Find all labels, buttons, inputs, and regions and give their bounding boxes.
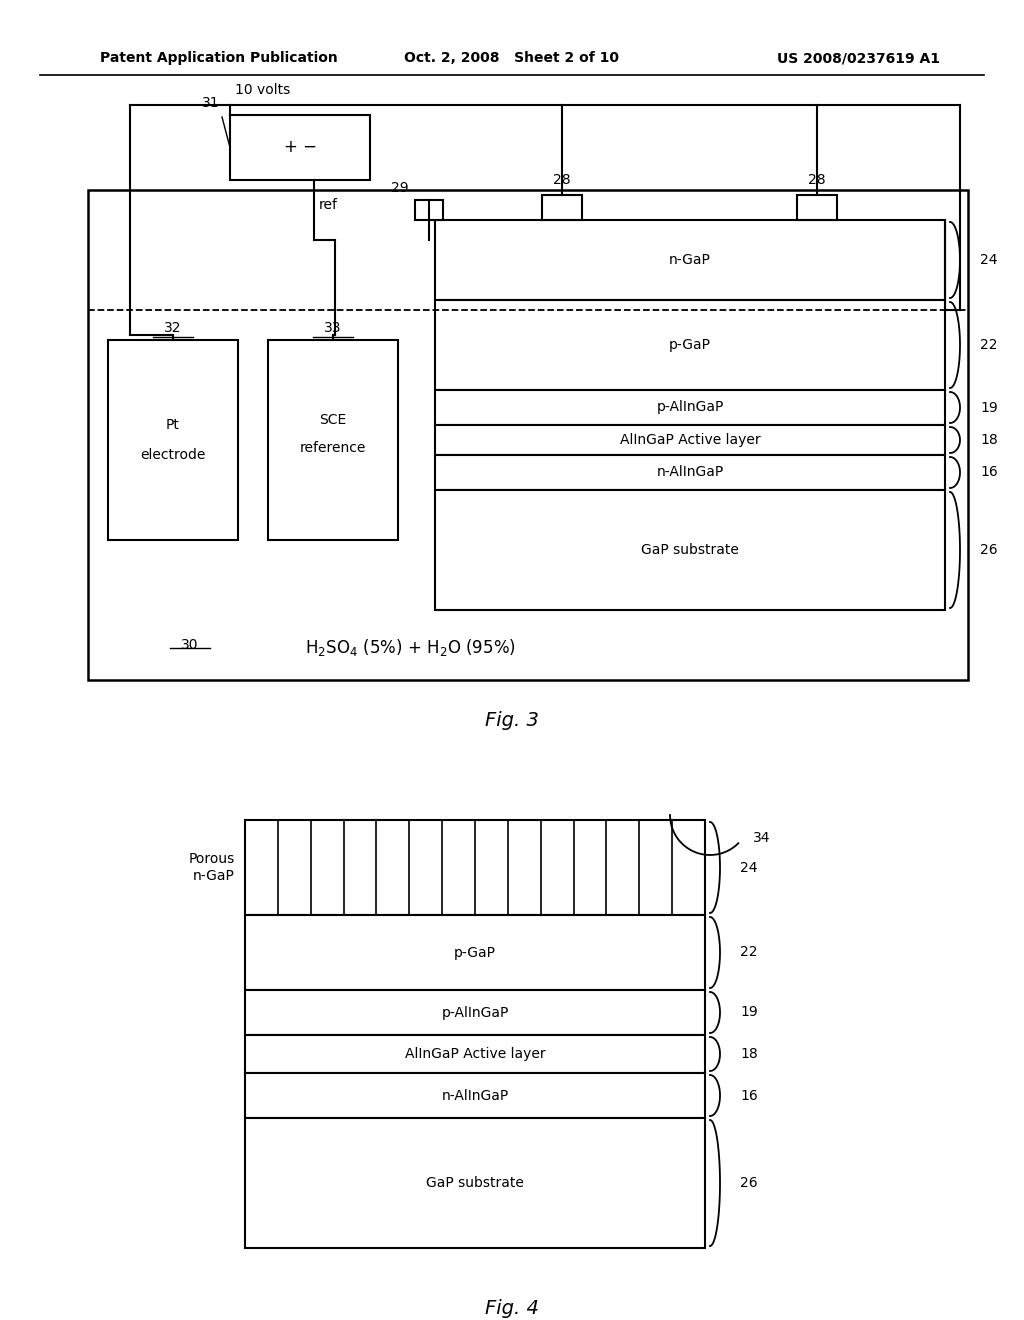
Text: 16: 16 [740, 1089, 758, 1102]
Bar [108, 341, 238, 540]
Text: n-GaP: n-GaP [669, 253, 711, 267]
Text: 19: 19 [740, 1006, 758, 1019]
Bar [230, 115, 370, 180]
Text: GaP substrate: GaP substrate [641, 543, 739, 557]
Text: 18: 18 [980, 433, 997, 447]
Text: 24: 24 [740, 861, 758, 874]
Text: 22: 22 [740, 945, 758, 960]
Bar [435, 389, 945, 425]
Text: 33: 33 [325, 321, 342, 335]
Bar [268, 341, 398, 540]
Bar [245, 820, 705, 915]
Text: p-GaP: p-GaP [454, 945, 496, 960]
Text: 30: 30 [181, 638, 199, 652]
Text: + −: + − [284, 139, 316, 157]
Bar [245, 1035, 705, 1073]
Text: AlInGaP Active layer: AlInGaP Active layer [404, 1047, 546, 1061]
Bar [435, 490, 945, 610]
Bar [435, 300, 945, 389]
Text: 28: 28 [553, 173, 570, 187]
Text: 28: 28 [808, 173, 825, 187]
Text: Oct. 2, 2008   Sheet 2 of 10: Oct. 2, 2008 Sheet 2 of 10 [404, 51, 620, 65]
Text: electrode: electrode [140, 447, 206, 462]
Bar [435, 425, 945, 455]
Text: SCE: SCE [319, 413, 347, 426]
Text: 19: 19 [980, 400, 997, 414]
Text: 22: 22 [980, 338, 997, 352]
Text: Pt: Pt [166, 418, 180, 432]
Bar [435, 220, 945, 300]
Text: n-AlInGaP: n-AlInGaP [656, 466, 724, 479]
Text: p-GaP: p-GaP [669, 338, 711, 352]
Text: 26: 26 [740, 1176, 758, 1191]
Bar [797, 195, 837, 220]
Text: AlInGaP Active layer: AlInGaP Active layer [620, 433, 760, 447]
Bar [245, 915, 705, 990]
Text: p-AlInGaP: p-AlInGaP [441, 1006, 509, 1019]
Text: 18: 18 [740, 1047, 758, 1061]
Text: Patent Application Publication: Patent Application Publication [100, 51, 338, 65]
Bar [88, 190, 968, 680]
Bar [542, 195, 582, 220]
Text: Fig. 3: Fig. 3 [485, 710, 539, 730]
Text: 34: 34 [754, 832, 771, 845]
Text: 32: 32 [164, 321, 181, 335]
Text: reference: reference [300, 441, 367, 455]
Text: n-AlInGaP: n-AlInGaP [441, 1089, 509, 1102]
Bar [435, 455, 945, 490]
Bar [245, 990, 705, 1035]
Text: 16: 16 [980, 466, 997, 479]
Text: Porous
n-GaP: Porous n-GaP [188, 853, 234, 883]
Text: GaP substrate: GaP substrate [426, 1176, 524, 1191]
Bar [245, 1073, 705, 1118]
Text: 26: 26 [980, 543, 997, 557]
Text: Fig. 4: Fig. 4 [485, 1299, 539, 1317]
Text: 10 volts: 10 volts [234, 83, 290, 96]
Text: US 2008/0237619 A1: US 2008/0237619 A1 [777, 51, 940, 65]
Bar [415, 201, 443, 220]
Text: 24: 24 [980, 253, 997, 267]
Bar [245, 1118, 705, 1247]
Text: ref: ref [319, 198, 338, 213]
Text: p-AlInGaP: p-AlInGaP [656, 400, 724, 414]
Text: 29: 29 [391, 181, 409, 195]
Text: 31: 31 [203, 96, 220, 110]
Text: H$_2$SO$_4$ (5%) + H$_2$O (95%): H$_2$SO$_4$ (5%) + H$_2$O (95%) [305, 638, 516, 659]
